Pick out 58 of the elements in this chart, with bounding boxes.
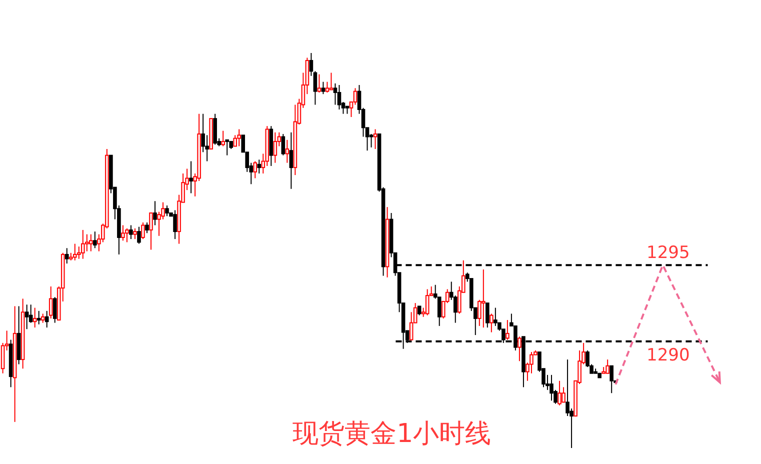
candlestick [317,74,322,93]
candlestick [273,132,278,164]
candlestick [337,84,342,110]
candlestick [121,224,125,242]
candlestick [285,139,290,164]
candlestick [145,222,149,234]
candlestick [237,128,242,147]
candlestick [173,210,177,240]
candlestick [425,288,430,316]
candlestick [24,304,29,330]
candlestick [52,296,57,324]
candlestick [189,160,193,194]
candlestick [125,228,129,243]
candlestick [329,72,334,90]
candlestick [129,224,133,240]
candlestick [64,248,69,264]
candlestick [48,286,53,319]
candlestick [149,212,153,250]
candlestick [93,231,97,249]
candlestick [0,342,5,374]
candlestick [137,226,141,244]
candlestick [550,374,554,402]
text: 现货黄金1小时线 [292,419,492,449]
candlestick [141,222,145,240]
candlestick [353,88,358,106]
candlestick [518,336,522,362]
candlestick [333,82,338,106]
candlestick [417,306,422,316]
candlestick [486,302,490,328]
candlestick [409,312,414,340]
candlestick [36,310,41,325]
candlestick [44,310,49,328]
candlestick [506,320,510,340]
candlestick [373,128,378,150]
candlestick [72,243,77,261]
candlestick [81,229,85,260]
candlestick [562,386,566,403]
candlestick [133,228,137,240]
candlestick [558,380,562,406]
candlestick [225,139,229,156]
candlestick [89,234,93,252]
candlestick [482,268,486,328]
candlestick [321,81,326,95]
candlestick [606,359,610,374]
candlestick [257,159,262,174]
candlestick [40,313,45,324]
candlestick [610,365,614,394]
candlestick [325,81,330,93]
candlestick [32,307,37,328]
candlestick [221,130,225,147]
candlestick [514,325,518,351]
candlestick [289,132,294,190]
candlestick [165,204,169,217]
candlestick [490,313,494,333]
candlestick [153,200,157,226]
candlestick [253,160,258,179]
candlestick [494,307,498,326]
candlestick [281,133,286,156]
